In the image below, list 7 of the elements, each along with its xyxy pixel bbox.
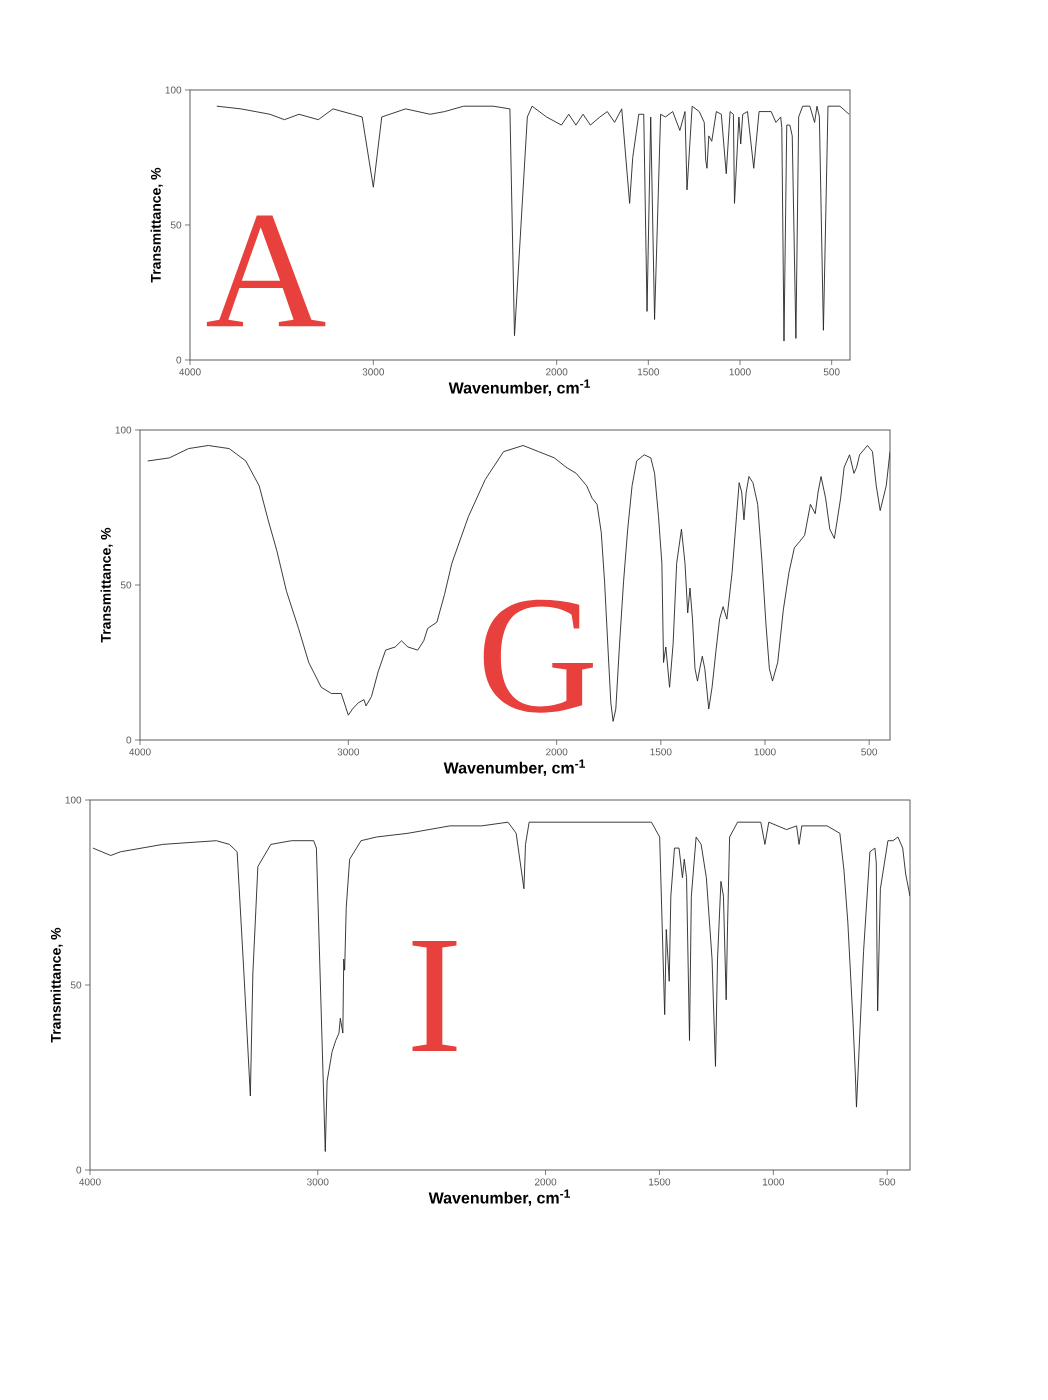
x-axis-title: Wavenumber, cm$^{-1}$ [448, 379, 590, 396]
annotation: A [206, 215, 326, 327]
x-axis-title: Wavenumber, cm$^{-1}$ [428, 1189, 570, 1206]
annotation: I [412, 941, 457, 1052]
x-axis-title: Wavenumber, cm$^{-1}$ [443, 759, 585, 776]
annotation: G [483, 599, 593, 713]
line-series [147, 445, 890, 722]
